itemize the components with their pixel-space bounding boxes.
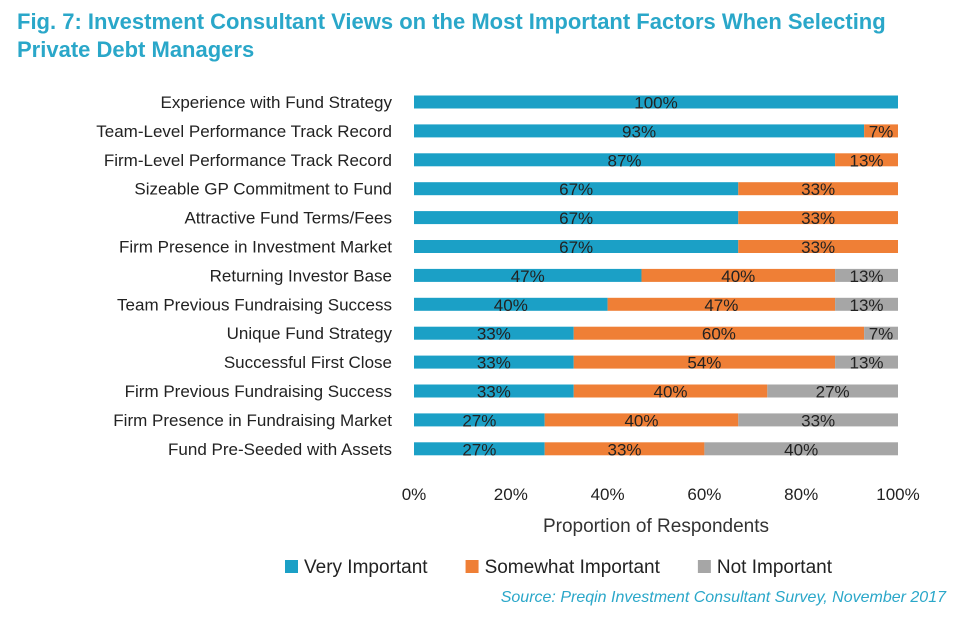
category-label: Returning Investor Base (210, 266, 392, 285)
bar-segment (414, 124, 865, 138)
x-tick-label: 100% (876, 485, 919, 504)
bar-segment (544, 413, 739, 427)
data-label: 13% (850, 296, 884, 315)
bar-segment (704, 442, 898, 456)
category-label: Attractive Fund Terms/Fees (184, 209, 392, 228)
bar-segment (607, 297, 836, 311)
category-label: Unique Fund Strategy (227, 324, 393, 343)
bar-segment (573, 355, 836, 369)
data-label: 47% (511, 267, 545, 286)
bar-segment (414, 384, 574, 398)
data-label: 7% (869, 325, 894, 344)
bar-segment (738, 413, 898, 427)
bar-segment (835, 297, 898, 311)
category-label: Team Previous Fundraising Success (117, 295, 392, 314)
x-tick-label: 40% (591, 485, 625, 504)
data-label: 47% (704, 296, 738, 315)
bar-segment (835, 268, 898, 282)
data-label: 27% (462, 440, 496, 459)
x-tick-label: 80% (784, 485, 818, 504)
legend-swatch (697, 560, 711, 573)
data-label: 67% (559, 238, 593, 257)
bar-segment (573, 326, 865, 340)
bar-segment (641, 268, 836, 282)
data-label: 33% (477, 383, 511, 402)
bar-segment (414, 240, 739, 253)
bar-segment (544, 442, 705, 456)
x-tick-label: 0% (402, 485, 427, 504)
data-label: 60% (702, 325, 736, 344)
chart-title: Fig. 7: Investment Consultant Views on t… (17, 9, 886, 62)
bar-segment (414, 153, 836, 167)
data-label: 13% (850, 267, 884, 286)
bar-segment (414, 95, 898, 109)
data-label: 40% (654, 383, 688, 402)
data-label: 27% (462, 411, 496, 430)
category-label: Firm Presence in Fundraising Market (113, 411, 392, 430)
legend-swatch (465, 560, 479, 573)
bar-segment (414, 442, 545, 456)
data-label: 87% (608, 151, 642, 170)
data-label: 33% (801, 180, 835, 199)
category-label: Fund Pre-Seeded with Assets (168, 440, 392, 459)
data-label: 67% (559, 209, 593, 228)
category-label: Sizeable GP Commitment to Fund (134, 180, 392, 199)
data-label: 33% (477, 354, 511, 373)
data-label: 54% (687, 354, 721, 373)
category-label: Team-Level Performance Track Record (96, 122, 392, 141)
data-label: 27% (816, 383, 850, 402)
bar-segment (414, 268, 642, 282)
bar-segment (738, 211, 898, 225)
x-axis-title: Proportion of Respondents (543, 516, 769, 537)
category-label: Experience with Fund Strategy (160, 93, 392, 112)
data-label: 40% (494, 296, 528, 315)
data-label: 40% (721, 267, 755, 286)
data-label: 100% (634, 94, 677, 113)
bar-segment (738, 182, 898, 196)
data-label: 40% (784, 440, 818, 459)
category-label: Firm-Level Performance Track Record (104, 151, 392, 170)
bar-segment (835, 355, 898, 369)
bar-segment (864, 124, 898, 138)
data-label: 33% (801, 411, 835, 430)
bar-segment (864, 326, 898, 340)
bar-segment (414, 326, 574, 340)
data-label: 33% (608, 440, 642, 459)
legend-label: Very Important (304, 557, 428, 578)
bar-segment (414, 413, 545, 427)
source-note: Source: Preqin Investment Consultant Sur… (500, 589, 946, 606)
category-label: Firm Previous Fundraising Success (125, 382, 392, 401)
bar-segment (738, 240, 898, 253)
data-label: 13% (850, 151, 884, 170)
bar-segment (414, 297, 608, 311)
legend-swatch (285, 560, 298, 573)
legend-label: Not Important (717, 557, 833, 578)
data-label: 67% (559, 180, 593, 199)
data-label: 93% (622, 122, 656, 141)
data-label: 33% (801, 209, 835, 228)
bar-segment (414, 355, 574, 369)
category-label: Firm Presence in Investment Market (119, 238, 392, 257)
x-tick-label: 60% (687, 485, 721, 504)
bar-segment (835, 153, 898, 167)
bar-segment (414, 211, 739, 225)
legend-label: Somewhat Important (485, 557, 661, 578)
data-label: 33% (801, 238, 835, 257)
data-label: 7% (869, 122, 894, 141)
data-label: 40% (624, 411, 658, 430)
x-tick-label: 20% (494, 485, 528, 504)
bar-segment (414, 182, 739, 196)
bar-segment (573, 384, 768, 398)
bar-segment (767, 384, 898, 398)
data-label: 33% (477, 325, 511, 344)
category-label: Successful First Close (224, 353, 392, 372)
data-label: 13% (850, 354, 884, 373)
